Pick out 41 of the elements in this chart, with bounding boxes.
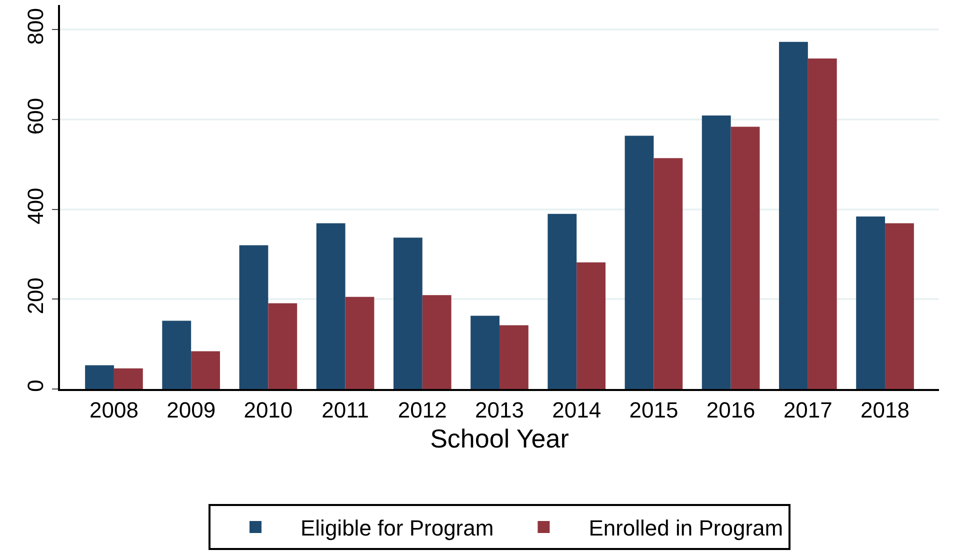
x-tick-label: 2008	[89, 397, 138, 422]
bar	[268, 303, 298, 389]
x-tick-label: 2010	[244, 397, 293, 422]
bar	[779, 42, 808, 389]
bar	[162, 320, 192, 389]
bar	[702, 115, 731, 389]
bar	[654, 158, 683, 389]
x-tick-label: 2015	[629, 397, 678, 422]
bar	[316, 223, 346, 389]
y-tick-label: 600	[23, 98, 48, 135]
bar	[191, 351, 220, 389]
bar	[500, 325, 528, 389]
x-tick-label: 2018	[860, 397, 910, 422]
bar	[856, 216, 886, 389]
bar	[808, 58, 837, 389]
bar	[345, 296, 374, 389]
bar	[470, 316, 500, 389]
bar	[548, 214, 577, 389]
x-tick-label: 2009	[166, 397, 216, 422]
bar	[239, 245, 268, 389]
bar	[393, 238, 422, 389]
y-tick-label: 800	[23, 8, 48, 45]
bar	[422, 295, 452, 389]
x-tick-label: 2017	[783, 397, 832, 422]
x-axis-title: School Year	[430, 424, 570, 454]
x-tick-label: 2016	[706, 397, 756, 422]
bar	[885, 223, 914, 389]
bar	[85, 365, 114, 389]
bar	[624, 136, 654, 389]
bar	[576, 262, 606, 389]
y-tick-label: 400	[23, 188, 48, 224]
bar	[730, 126, 760, 389]
legend-label: Eligible for Program	[300, 516, 494, 541]
y-tick-label: 0	[23, 380, 48, 392]
x-tick-label: 2014	[552, 397, 602, 422]
x-tick-label: 2013	[475, 397, 524, 422]
x-tick-label: 2012	[398, 397, 447, 422]
x-tick-label: 2011	[322, 397, 369, 422]
bar	[114, 368, 143, 389]
y-tick-label: 200	[23, 278, 48, 314]
legend-label: Enrolled in Program	[588, 516, 784, 541]
